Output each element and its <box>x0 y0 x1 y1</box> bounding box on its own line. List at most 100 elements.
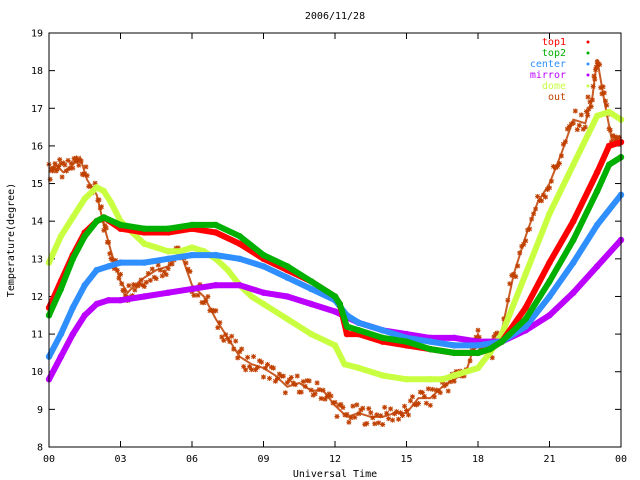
data-point-out <box>96 197 102 203</box>
data-point-dome <box>224 266 231 274</box>
data-point-out <box>447 379 453 385</box>
data-point-out <box>84 173 90 179</box>
data-point-out <box>547 185 552 191</box>
data-point-out <box>566 124 572 130</box>
data-point-out <box>604 102 610 108</box>
data-point-out <box>409 394 415 400</box>
data-point-out <box>306 378 312 384</box>
data-point-top2 <box>236 233 243 240</box>
data-point-out <box>205 294 211 300</box>
data-point-out <box>113 257 119 263</box>
chart-title: 2006/11/28 <box>305 11 365 22</box>
data-point-top2 <box>570 236 577 244</box>
data-point-out <box>175 245 181 251</box>
data-point-out <box>149 266 155 272</box>
data-point-out <box>280 373 286 379</box>
data-point-top2 <box>260 251 267 259</box>
y-tick-label: 12 <box>31 292 43 303</box>
data-point-center <box>105 263 112 270</box>
data-point-out <box>59 174 65 180</box>
data-point-out <box>159 273 165 279</box>
data-point-out <box>517 250 523 256</box>
data-point-out <box>580 126 586 132</box>
data-point-out <box>372 421 378 427</box>
data-point-out <box>58 161 64 167</box>
data-point-out <box>533 206 539 212</box>
data-point-out <box>237 349 243 355</box>
data-point-out <box>527 226 533 232</box>
data-point-out <box>253 367 259 373</box>
data-point-out <box>473 334 479 340</box>
data-point-out <box>302 383 308 389</box>
data-point-out <box>255 364 261 370</box>
data-point-out <box>191 292 197 298</box>
data-point-out <box>392 411 398 417</box>
data-point-out <box>608 139 614 145</box>
data-point-top1 <box>236 240 243 247</box>
data-point-out <box>63 168 69 174</box>
data-point-out <box>427 402 433 408</box>
y-tick-label: 17 <box>31 104 43 115</box>
data-point-center <box>93 266 100 274</box>
data-point-out <box>585 112 591 118</box>
data-point-out <box>475 327 481 333</box>
data-point-out <box>241 364 247 370</box>
data-point-out <box>211 308 217 314</box>
data-point-center <box>427 338 434 345</box>
data-point-top2 <box>379 334 386 342</box>
data-point-top2 <box>546 278 553 285</box>
data-point-out <box>221 337 227 343</box>
data-point-out <box>155 262 161 268</box>
data-point-out <box>429 386 435 392</box>
data-point-out <box>400 413 406 419</box>
data-point-out <box>103 225 109 231</box>
data-point-out <box>111 266 117 272</box>
data-point-out <box>114 267 120 273</box>
data-point-out <box>431 394 437 400</box>
data-point-dome <box>379 372 386 379</box>
data-point-out <box>386 416 392 422</box>
data-point-out <box>342 412 348 418</box>
data-point-mirror <box>450 334 458 342</box>
data-point-out <box>354 402 360 408</box>
data-point-out <box>437 390 443 396</box>
legend-marker-dome <box>586 84 590 88</box>
data-point-dome <box>403 376 410 383</box>
legend-marker-top2 <box>586 51 590 55</box>
y-tick-label: 10 <box>31 367 43 378</box>
x-axis-label: Universal Time <box>293 469 377 480</box>
data-point-dome <box>605 108 613 116</box>
data-point-out <box>529 216 535 222</box>
y-tick-label: 13 <box>31 254 43 265</box>
data-point-out <box>340 404 346 410</box>
data-point-out <box>131 282 137 288</box>
data-point-top2 <box>450 349 458 357</box>
data-point-top2 <box>343 323 351 330</box>
data-point-out <box>68 160 74 166</box>
data-point-out <box>259 359 265 365</box>
data-point-out <box>294 373 300 379</box>
data-point-dome <box>57 233 65 240</box>
data-point-out <box>57 157 63 163</box>
data-point-mirror <box>593 263 601 270</box>
data-point-out <box>352 414 358 420</box>
data-point-mirror <box>236 281 243 289</box>
data-point-out <box>286 377 292 383</box>
data-point-dome <box>570 161 577 168</box>
data-point-out <box>405 412 411 418</box>
data-point-out <box>141 284 147 290</box>
x-tick-label: 15 <box>400 454 412 465</box>
data-point-out <box>76 162 82 168</box>
data-point-out <box>50 168 56 174</box>
y-tick-label: 9 <box>37 405 43 416</box>
data-point-out <box>348 415 354 421</box>
data-point-out <box>443 381 449 387</box>
data-point-out <box>47 176 53 182</box>
data-point-center <box>307 285 315 293</box>
data-point-out <box>266 375 272 381</box>
data-point-out <box>292 382 298 388</box>
data-point-center <box>546 293 553 300</box>
data-point-out <box>380 422 386 428</box>
data-point-out <box>592 76 598 82</box>
plot-frame <box>48 32 622 448</box>
